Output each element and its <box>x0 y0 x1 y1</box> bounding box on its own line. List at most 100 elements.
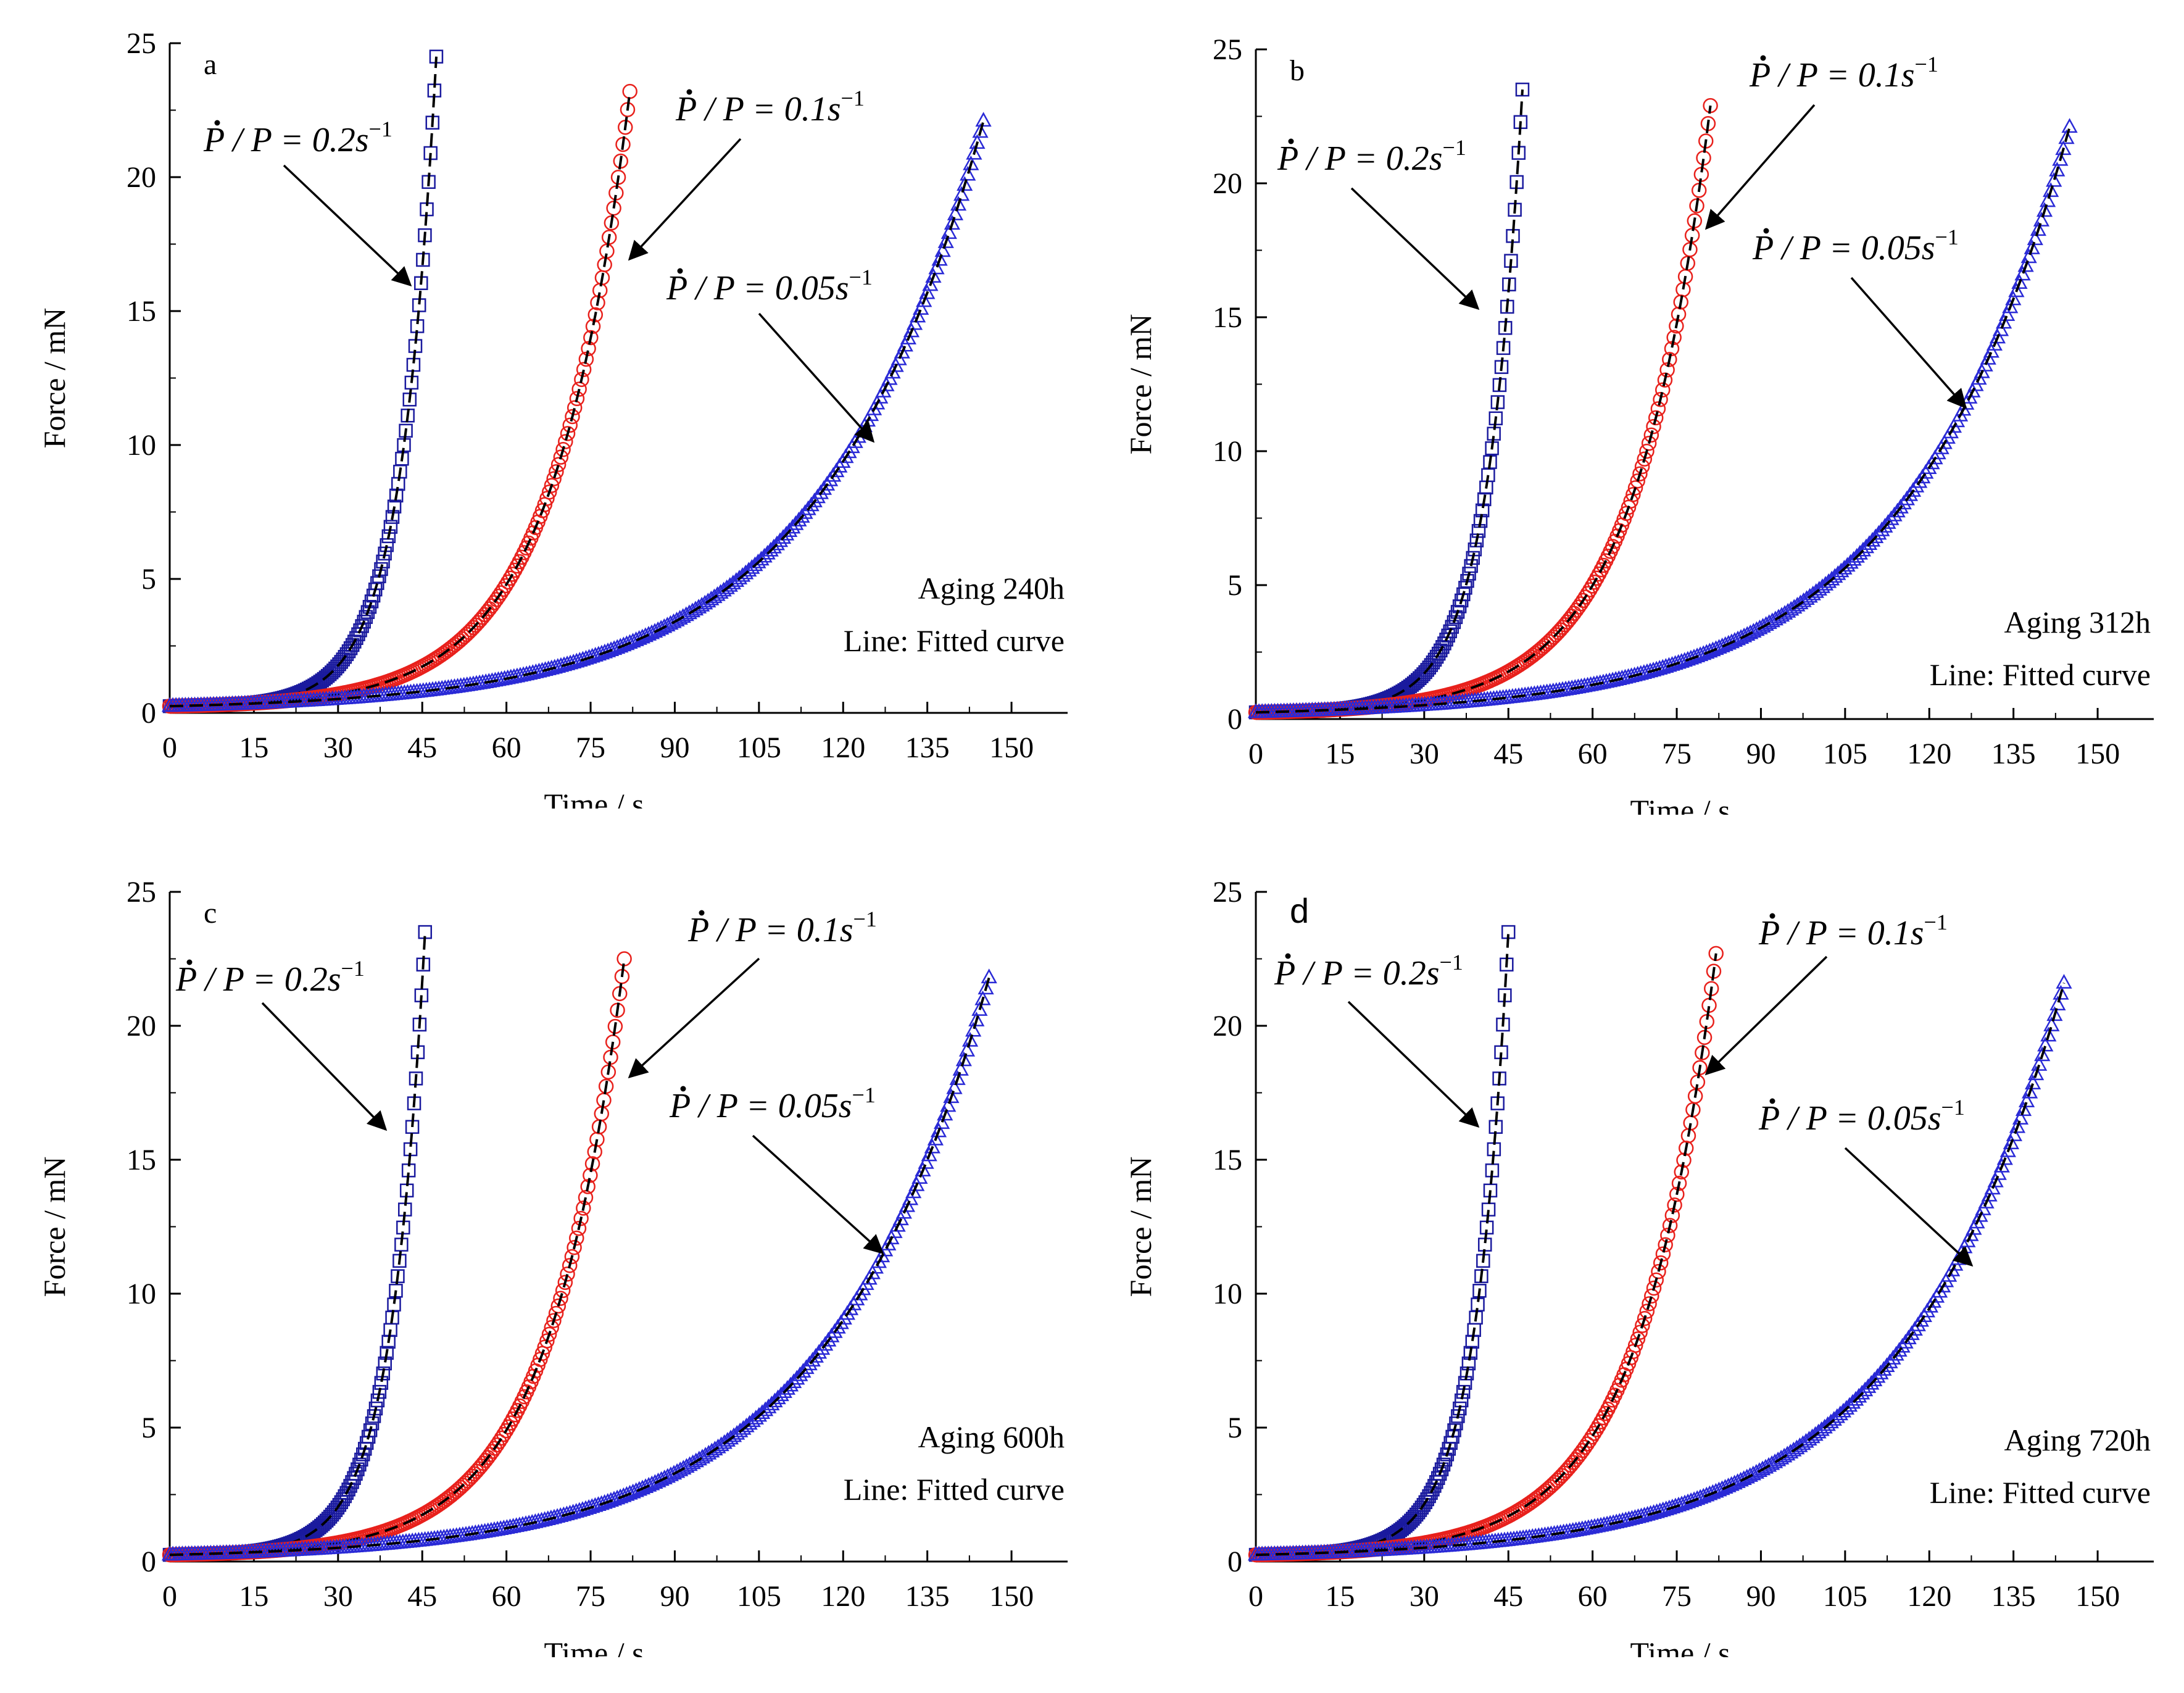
p-dot <box>677 268 683 274</box>
x-tick-label: 135 <box>905 1580 950 1613</box>
data-point <box>539 491 555 506</box>
fitted-curve <box>169 120 985 708</box>
x-tick-label: 90 <box>660 731 689 764</box>
y-tick-label: 25 <box>1213 876 1242 909</box>
data-point <box>370 1393 385 1408</box>
p-dot <box>1763 228 1769 234</box>
data-point <box>2034 1046 2051 1062</box>
data-point <box>2012 1110 2029 1125</box>
data-point <box>806 493 823 507</box>
data-point <box>963 155 979 170</box>
data-point <box>968 1012 985 1026</box>
data-point <box>546 1508 563 1524</box>
data-point <box>1888 1346 1904 1361</box>
x-tick-label: 30 <box>323 731 353 764</box>
data-point <box>544 478 560 493</box>
fitted-curve <box>169 959 626 1557</box>
y-tick-label: 5 <box>1227 569 1242 602</box>
data-point <box>588 307 604 323</box>
data-point <box>355 619 369 633</box>
data-point <box>1992 321 2009 336</box>
y-tick-label: 20 <box>1213 1010 1242 1042</box>
data-point <box>1632 466 1648 482</box>
data-point <box>1651 660 1668 675</box>
y-tick-label: 20 <box>127 1010 156 1042</box>
fitted-curve <box>169 931 426 1557</box>
x-tick-label: 150 <box>989 731 1034 764</box>
data-point <box>972 123 989 138</box>
data-point <box>1591 1418 1606 1434</box>
data-point <box>1577 589 1593 605</box>
data-point <box>725 574 741 589</box>
data-point <box>1655 1501 1671 1516</box>
data-point <box>1648 410 1664 426</box>
data-point <box>1987 1172 2004 1188</box>
data-point <box>909 307 926 323</box>
series-circle <box>162 951 632 1563</box>
data-point <box>2040 1026 2057 1042</box>
y-tick-label: 15 <box>1213 301 1242 334</box>
data-point <box>2037 1036 2054 1052</box>
data-point <box>781 522 798 538</box>
data-point <box>1657 372 1673 388</box>
x-tick-label: 0 <box>162 731 177 764</box>
data-point <box>1666 330 1682 346</box>
data-point <box>897 336 913 352</box>
data-point <box>537 1339 552 1355</box>
y-tick-label: 0 <box>141 697 156 730</box>
data-point <box>574 372 589 388</box>
data-point <box>549 1508 566 1523</box>
aging-annotation: Aging 312h <box>2004 605 2151 639</box>
data-point <box>919 284 936 299</box>
aging-annotation: Aging 240h <box>918 571 1065 605</box>
x-tick-label: 60 <box>492 1580 521 1613</box>
data-point <box>1648 1272 1664 1288</box>
data-point <box>498 578 513 594</box>
data-point <box>1981 1186 1998 1202</box>
data-point <box>1990 1165 2007 1180</box>
data-point <box>1671 1175 1687 1191</box>
data-point <box>550 457 567 472</box>
data-point <box>1889 502 1906 518</box>
p-dot <box>699 910 705 916</box>
data-point <box>940 224 957 239</box>
data-point <box>1892 499 1909 514</box>
annotation-arrow <box>758 312 875 443</box>
data-point <box>2043 1017 2060 1031</box>
data-point <box>2031 1055 2048 1071</box>
series-square <box>1248 82 1530 720</box>
data-point <box>2011 274 2028 289</box>
data-point <box>1447 615 1461 630</box>
data-point <box>2046 1006 2063 1021</box>
x-tick-label: 150 <box>2075 738 2120 770</box>
data-point <box>374 562 388 576</box>
fitted-curve <box>1255 953 1717 1557</box>
data-point <box>2058 129 2075 144</box>
data-point <box>583 1168 598 1183</box>
data-point <box>1664 1207 1680 1223</box>
data-point <box>2014 265 2031 281</box>
data-point <box>2055 140 2072 156</box>
series-square <box>1248 925 1516 1562</box>
data-point <box>1635 664 1652 679</box>
data-point <box>539 1333 555 1349</box>
p-dot <box>186 959 193 965</box>
data-point <box>568 652 585 668</box>
data-point <box>494 1430 509 1446</box>
data-point <box>810 1344 828 1359</box>
data-point <box>1456 1384 1471 1399</box>
data-point <box>1634 459 1650 475</box>
data-point <box>2009 1118 2026 1133</box>
data-point <box>961 1031 979 1047</box>
y-tick-label: 25 <box>1213 33 1242 66</box>
data-point <box>617 951 632 967</box>
data-point <box>937 233 954 248</box>
data-point <box>1983 343 1999 358</box>
x-tick-label: 15 <box>239 731 268 764</box>
data-point <box>1637 451 1653 467</box>
data-point <box>544 1320 559 1336</box>
x-tick-label: 75 <box>1662 738 1692 770</box>
data-point <box>380 538 394 552</box>
fitted-curve <box>1255 105 1712 714</box>
data-point <box>585 318 601 335</box>
